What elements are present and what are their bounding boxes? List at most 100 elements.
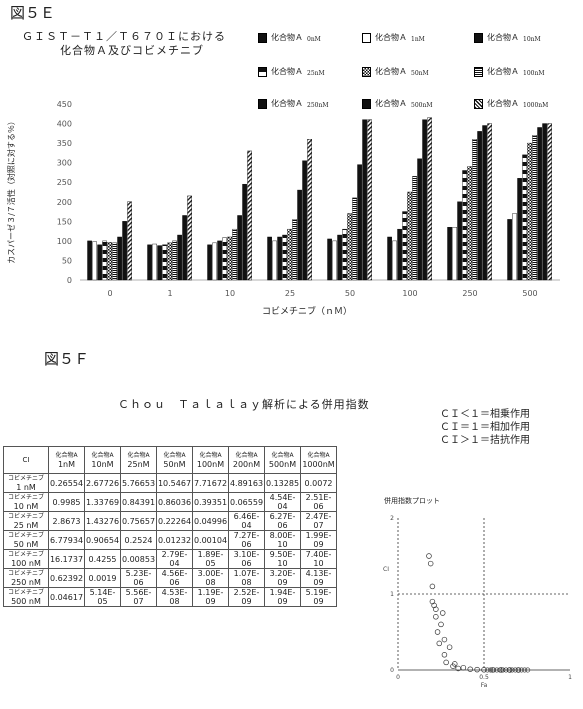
- ci-value-cell: 0.00853: [121, 550, 157, 569]
- bar: [328, 239, 332, 280]
- ci-value-cell: 3.10E-06: [229, 550, 265, 569]
- bar: [523, 155, 527, 280]
- ci-value-cell: 8.00E-10: [265, 531, 301, 550]
- bar-chart-xlabel: コビメチニブ（ｎＭ）: [262, 304, 352, 317]
- bar-chart: 0501001502002503003504004500110255010025…: [0, 90, 583, 320]
- ci-value-cell: 0.0072: [301, 474, 337, 493]
- legend-concentration: 10nM: [523, 36, 541, 43]
- bar: [108, 242, 112, 280]
- bar: [343, 229, 347, 280]
- bar: [303, 161, 307, 280]
- bar: [188, 196, 192, 280]
- ci-plot: 00.51012FaCI: [378, 508, 578, 698]
- column-header: 化合物A200nM: [229, 447, 265, 474]
- legend-concentration: 50nM: [411, 70, 429, 77]
- bar: [483, 126, 487, 280]
- bar: [413, 176, 417, 280]
- ci-value-cell: 3.20E-09: [265, 569, 301, 588]
- ci-plot-y-tick: 2: [390, 515, 394, 522]
- bar: [393, 241, 397, 280]
- column-concentration: 10nM: [85, 460, 120, 469]
- bar: [308, 139, 312, 280]
- ci-value-cell: 0.04996: [193, 512, 229, 531]
- row-concentration: 10 nM: [4, 502, 48, 511]
- legend-label: 化合物Ａ: [487, 66, 519, 77]
- bar: [353, 198, 357, 280]
- table-row: コビメチニブ10 nM0.99851.337690.843910.860360.…: [4, 493, 337, 512]
- ci-value-cell: 0.9985: [49, 493, 85, 512]
- bar: [508, 219, 512, 280]
- legend-swatch: [474, 33, 483, 43]
- ci-value-cell: 0.06559: [229, 493, 265, 512]
- bar: [453, 227, 457, 280]
- column-header: 化合物A10nM: [85, 447, 121, 474]
- ci-value-cell: 2.51E-06: [301, 493, 337, 512]
- bar: [333, 241, 337, 280]
- row-drug-name: コビメチニブ: [4, 569, 48, 578]
- bar: [288, 229, 292, 280]
- x-tick-label: 250: [462, 289, 477, 298]
- legend-item: 化合物Ａ0nM: [258, 32, 321, 43]
- legend-label: 化合物Ａ: [375, 32, 407, 43]
- legend-swatch: [362, 33, 371, 43]
- bar: [468, 167, 472, 280]
- ci-value-cell: 2.52E-09: [229, 588, 265, 607]
- row-drug-name: コビメチニブ: [4, 493, 48, 502]
- ci-value-cell: 16.1737: [49, 550, 85, 569]
- bar: [223, 238, 227, 280]
- ci-plot-y-tick: 1: [390, 591, 394, 598]
- bar: [123, 221, 127, 280]
- bar: [218, 241, 222, 280]
- table-row: コビメチニブ100 nM16.17370.42550.008532.79E-04…: [4, 550, 337, 569]
- legend-item: 化合物Ａ1nM: [362, 32, 425, 43]
- ci-legend-additive: ＣＩ＝１＝相加作用: [440, 421, 530, 434]
- ci-value-cell: 0.86036: [157, 493, 193, 512]
- ci-value-cell: 5.23E-06: [121, 569, 157, 588]
- table-row: コビメチニブ1 nM0.265542.677265.7665310.54677.…: [4, 474, 337, 493]
- ci-value-cell: 5.56E-07: [121, 588, 157, 607]
- ci-value-cell: 4.53E-08: [157, 588, 193, 607]
- bar: [533, 135, 537, 280]
- bar: [348, 214, 352, 280]
- ci-value-cell: 2.8673: [49, 512, 85, 531]
- scatter-point: [440, 611, 445, 616]
- y-tick-label: 450: [57, 100, 72, 109]
- ci-value-cell: 5.14E-05: [85, 588, 121, 607]
- bar: [283, 235, 287, 280]
- ci-value-cell: 1.07E-08: [229, 569, 265, 588]
- ci-plot-xlabel: Fa: [481, 682, 488, 689]
- legend-concentration: 100nM: [523, 70, 544, 77]
- x-tick-label: 10: [225, 289, 235, 298]
- figure-5e-title-line2: 化合物Ａ及びコビメチニブ: [60, 44, 204, 58]
- scatter-point: [435, 630, 440, 635]
- column-concentration: 100nM: [193, 460, 228, 469]
- ci-value-cell: 1.43276: [85, 512, 121, 531]
- legend-item: 化合物Ａ10nM: [474, 32, 541, 43]
- bar: [548, 124, 552, 280]
- bar: [278, 237, 282, 280]
- scatter-point: [442, 637, 447, 642]
- y-tick-label: 50: [62, 256, 72, 265]
- legend-swatch: [258, 33, 267, 43]
- legend-concentration: 25nM: [307, 70, 325, 77]
- column-drug-name: 化合物A: [265, 451, 300, 460]
- legend-swatch: [474, 67, 483, 77]
- bar: [528, 143, 532, 280]
- ci-value-cell: 0.62392: [49, 569, 85, 588]
- column-concentration: 1nM: [49, 460, 84, 469]
- ci-value-cell: 0.0019: [85, 569, 121, 588]
- ci-value-cell: 4.89163: [229, 474, 265, 493]
- ci-value-cell: 2.47E-07: [301, 512, 337, 531]
- column-drug-name: 化合物A: [229, 451, 264, 460]
- row-drug-name: コビメチニブ: [4, 512, 48, 521]
- row-header: コビメチニブ500 nM: [4, 588, 49, 607]
- row-concentration: 25 nM: [4, 521, 48, 530]
- bar: [213, 243, 217, 280]
- ci-legend-synergy: ＣＩ＜１＝相乗作用: [440, 408, 530, 421]
- column-concentration: 200nM: [229, 460, 264, 469]
- scatter-point: [427, 554, 432, 559]
- bar: [448, 227, 452, 280]
- row-drug-name: コビメチニブ: [4, 474, 48, 483]
- ci-value-cell: 0.39351: [193, 493, 229, 512]
- bar: [368, 120, 372, 280]
